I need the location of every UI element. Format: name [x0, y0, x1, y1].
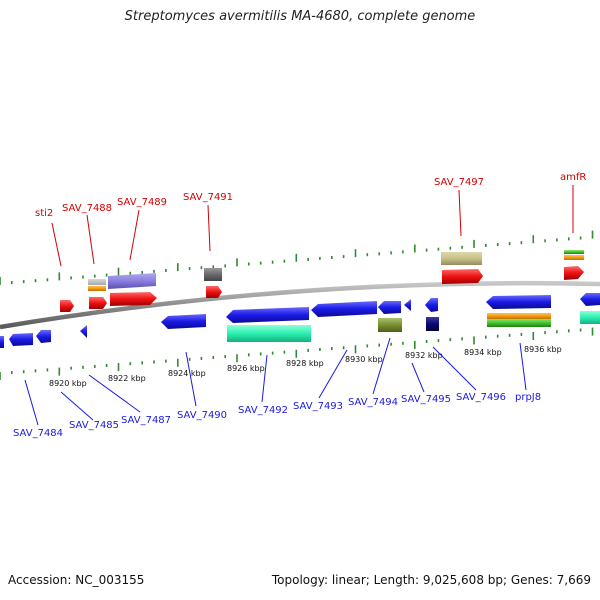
tick-row-top: [0, 230, 594, 285]
gene-label-sav-7487[interactable]: SAV_7487: [121, 415, 171, 426]
gene-sav-7492-aqua[interactable]: [227, 325, 311, 342]
gene-label-sti2[interactable]: sti2: [35, 208, 53, 219]
scale-label: 8932 kbp: [405, 351, 443, 360]
topology-text: Topology: linear; Length: 9,025,608 bp; …: [271, 573, 591, 587]
gene-label-prpj8[interactable]: prpJ8: [515, 392, 541, 403]
bottom-labels: SAV_7484 SAV_7485 SAV_7487 SAV_7490 SAV_…: [13, 392, 541, 439]
top-labels: sti2 SAV_7488 SAV_7489 SAV_7491 SAV_7497…: [35, 172, 586, 219]
gene-prpj8[interactable]: [486, 295, 551, 309]
scale-label: 8936 kbp: [524, 345, 562, 354]
gene-sav-7487[interactable]: [36, 330, 51, 343]
gene-sav-7496[interactable]: [425, 298, 438, 312]
gene-sav-7488-orange[interactable]: [88, 286, 106, 291]
scale-label: 8922 kbp: [108, 374, 146, 383]
accession-text: Accession: NC_003155: [8, 573, 145, 587]
gene-sav-7484[interactable]: [0, 336, 4, 348]
gene-label-sav-7496[interactable]: SAV_7496: [456, 392, 506, 403]
gene-prpj8-orange[interactable]: [487, 313, 551, 319]
gene-edge-right[interactable]: [580, 293, 600, 306]
gene-sav-7490[interactable]: [161, 314, 206, 329]
gene-sav-7492[interactable]: [226, 307, 309, 323]
gene-label-sav-7488[interactable]: SAV_7488: [62, 203, 112, 214]
gene-amfr-orange[interactable]: [564, 255, 584, 260]
gene-label-sav-7495[interactable]: SAV_7495: [401, 394, 451, 405]
gene-sti2[interactable]: [60, 300, 74, 312]
scale-labels: 8920 kbp 8922 kbp 8924 kbp 8926 kbp 8928…: [49, 345, 562, 388]
gene-sav-7494[interactable]: [378, 301, 401, 314]
gene-sav-7497-khaki[interactable]: [441, 252, 482, 265]
tick-row-bottom: [0, 327, 594, 380]
gene-label-amfr[interactable]: amfR: [560, 172, 586, 183]
gene-sav-7488[interactable]: [89, 297, 107, 309]
gene-sav-7496-navy[interactable]: [426, 317, 439, 331]
gene-label-sav-7485[interactable]: SAV_7485: [69, 420, 119, 431]
gene-amfr-green[interactable]: [564, 250, 584, 254]
map-title: Streptomyces avermitilis MA-4680, comple…: [124, 9, 476, 24]
gene-edge-right-aqua[interactable]: [580, 311, 600, 324]
gene-sav-7491[interactable]: [206, 286, 222, 298]
scale-label: 8934 kbp: [464, 348, 502, 357]
gene-label-sav-7490[interactable]: SAV_7490: [177, 410, 227, 421]
gene-sav-7497[interactable]: [442, 269, 483, 284]
gene-label-sav-7484[interactable]: SAV_7484: [13, 428, 63, 439]
gene-amfr[interactable]: [564, 266, 584, 280]
gene-label-sav-7492[interactable]: SAV_7492: [238, 405, 288, 416]
gene-label-sav-7494[interactable]: SAV_7494: [348, 397, 398, 408]
gene-label-sav-7493[interactable]: SAV_7493: [293, 401, 343, 412]
callout-lines: [24, 185, 574, 426]
gene-label-sav-7497[interactable]: SAV_7497: [434, 177, 484, 188]
scale-label: 8926 kbp: [227, 364, 265, 373]
scale-label: 8920 kbp: [49, 379, 87, 388]
scale-label: 8928 kbp: [286, 359, 324, 368]
gene-sav-7487b[interactable]: [80, 325, 87, 338]
gene-sav-7495[interactable]: [404, 299, 411, 311]
genome-backbone: [0, 280, 600, 330]
scale-label: 8924 kbp: [168, 369, 206, 378]
gene-label-sav-7489[interactable]: SAV_7489: [117, 197, 167, 208]
gene-sav-7488-gray[interactable]: [88, 279, 106, 285]
gene-prpj8-green[interactable]: [487, 319, 551, 327]
gene-sav-7489-purple[interactable]: [108, 273, 156, 289]
gene-sav-7491-gray[interactable]: [204, 268, 222, 281]
gene-sav-7494-olive[interactable]: [378, 318, 402, 332]
scale-label: 8930 kbp: [345, 355, 383, 364]
forward-genes: [60, 250, 584, 312]
gene-label-sav-7491[interactable]: SAV_7491: [183, 192, 233, 203]
gene-sav-7485[interactable]: [9, 333, 33, 346]
gene-sav-7493[interactable]: [311, 301, 377, 317]
gene-sav-7489[interactable]: [110, 292, 157, 306]
reverse-genes: [0, 293, 600, 348]
